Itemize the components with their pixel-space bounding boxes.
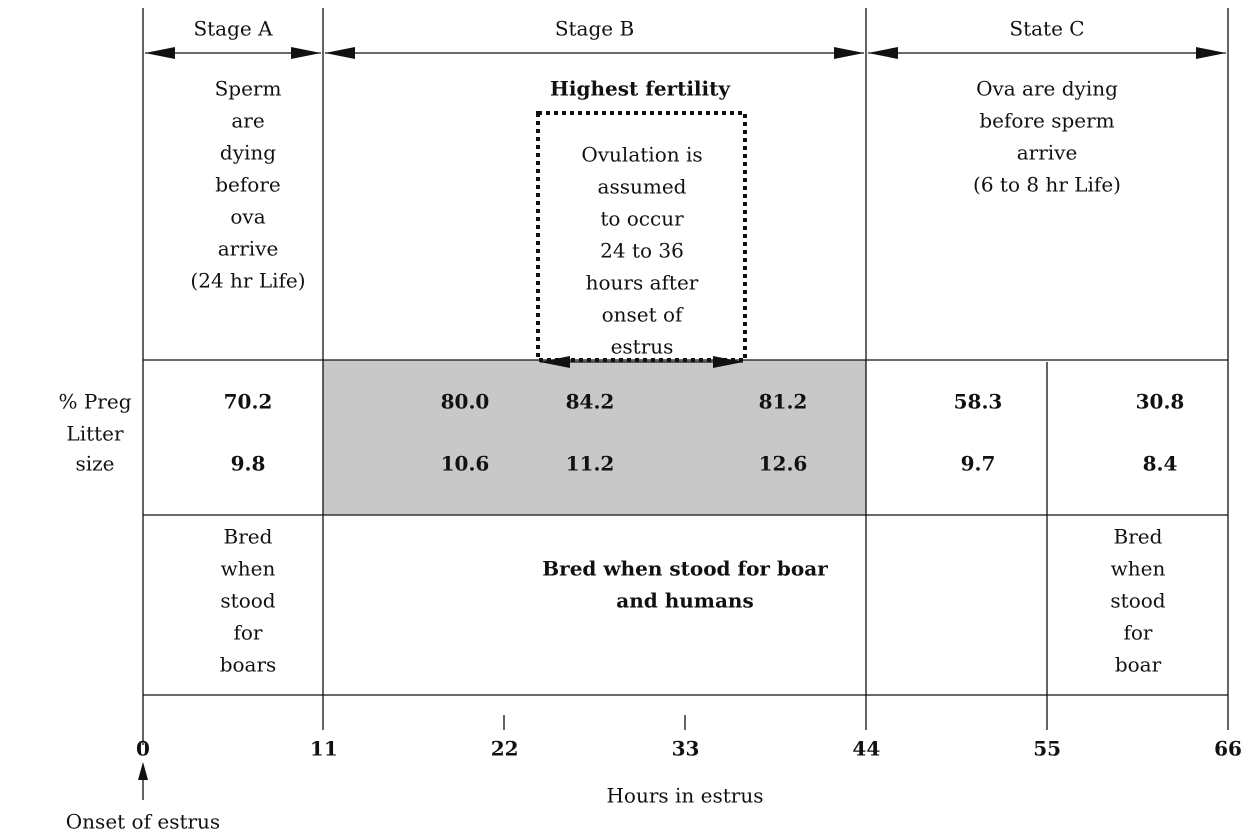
stage-note: dying — [220, 141, 276, 165]
cell-value: 70.2 — [224, 390, 273, 414]
arrowhead — [834, 47, 864, 59]
arrowhead — [713, 356, 743, 368]
stage-note: are — [231, 109, 264, 133]
bred-note: Bred when stood for boar — [542, 557, 828, 581]
arrowhead — [868, 47, 898, 59]
ovulation-note: to occur — [600, 207, 684, 231]
ovulation-note: onset of — [602, 303, 684, 327]
cell-value: 58.3 — [954, 390, 1003, 414]
onset-arrowhead — [138, 762, 148, 780]
stage-note: (24 hr Life) — [190, 269, 305, 293]
bred-note: Bred — [1114, 525, 1163, 549]
cell-value: 9.8 — [231, 452, 266, 476]
ovulation-note: estrus — [611, 335, 674, 359]
cell-value: 10.6 — [441, 452, 490, 476]
arrowhead — [291, 47, 321, 59]
arrowhead — [145, 47, 175, 59]
bred-note: and humans — [616, 589, 753, 613]
cell-value: 81.2 — [759, 390, 808, 414]
stage-label: State C — [1009, 17, 1084, 41]
arrowhead — [325, 47, 355, 59]
stage-note: ova — [230, 205, 265, 229]
x-tick-label: 0 — [136, 737, 150, 761]
cell-value: 30.8 — [1136, 390, 1185, 414]
x-tick-label: 44 — [852, 737, 880, 761]
x-tick-label: 11 — [310, 737, 338, 761]
row-label: Litter — [66, 422, 124, 446]
bred-note: for — [233, 621, 262, 645]
x-tick-label: 22 — [491, 737, 519, 761]
stage-note: before — [215, 173, 280, 197]
cell-value: 8.4 — [1143, 452, 1178, 476]
arrowhead — [1196, 47, 1226, 59]
ovulation-note: 24 to 36 — [600, 239, 684, 263]
bred-note: when — [221, 557, 276, 581]
stage-note: (6 to 8 hr Life) — [973, 173, 1121, 197]
bred-note: Bred — [224, 525, 273, 549]
stage-note: Sperm — [215, 77, 282, 101]
row-label: size — [75, 452, 114, 476]
stage-note: arrive — [218, 237, 279, 261]
ovulation-box — [536, 111, 747, 362]
cell-value: 12.6 — [759, 452, 808, 476]
stage-note: Highest fertility — [550, 77, 731, 101]
stage-label: Stage B — [555, 17, 634, 41]
ovulation-note: Ovulation is — [581, 143, 702, 167]
cell-value: 9.7 — [961, 452, 996, 476]
cell-value: 84.2 — [566, 390, 615, 414]
stage-note: before sperm — [979, 109, 1114, 133]
x-tick-label: 55 — [1033, 737, 1061, 761]
ovulation-note: hours after — [586, 271, 699, 295]
bred-note: stood — [220, 589, 275, 613]
stage-note: arrive — [1017, 141, 1078, 165]
stage-note: Ova are dying — [976, 77, 1118, 101]
cell-value: 11.2 — [566, 452, 615, 476]
bred-note: boars — [220, 653, 277, 677]
ovulation-note: assumed — [598, 175, 687, 199]
bred-note: stood — [1110, 589, 1165, 613]
bred-note: when — [1111, 557, 1166, 581]
bred-note: boar — [1115, 653, 1162, 677]
arrowhead — [540, 356, 570, 368]
row-label: % Preg — [58, 390, 131, 414]
onset-label: Onset of estrus — [66, 810, 220, 834]
bred-note: for — [1123, 621, 1152, 645]
fertile-region — [323, 360, 866, 515]
x-tick-label: 33 — [672, 737, 700, 761]
x-tick-label: 66 — [1214, 737, 1241, 761]
cell-value: 80.0 — [441, 390, 490, 414]
x-axis-label: Hours in estrus — [606, 784, 763, 808]
stage-label: Stage A — [193, 17, 273, 41]
